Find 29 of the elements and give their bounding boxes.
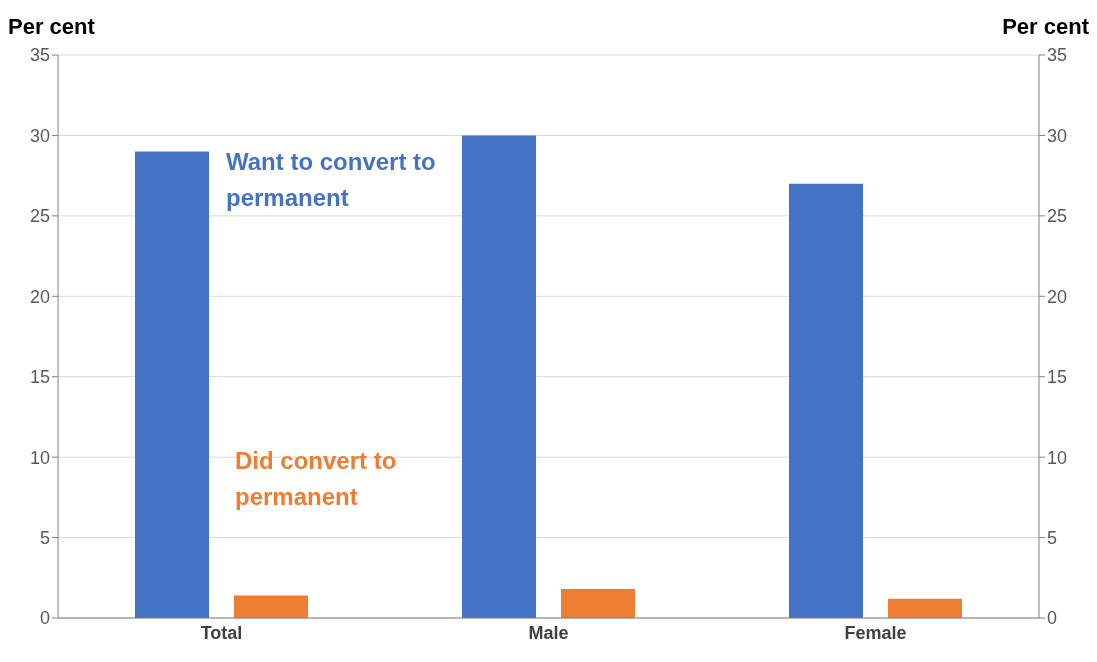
y2-tick-label: 10 <box>1047 447 1068 468</box>
bar <box>888 598 962 618</box>
y2-tick-label: 15 <box>1047 367 1068 388</box>
y-tick-label: 10 <box>29 447 50 468</box>
y2-tick-label: 35 <box>1047 45 1068 66</box>
y-tick-label: 5 <box>39 527 50 548</box>
y-tick-label: 25 <box>29 206 50 227</box>
y-tick-label: 30 <box>29 125 50 146</box>
y2-tick-label: 0 <box>1047 608 1058 629</box>
series-label: Want to convert to permanent <box>226 146 437 213</box>
text: Did convert to permanent <box>235 445 398 512</box>
y2-tick-label: 30 <box>1047 125 1068 146</box>
y2-tick-label: 20 <box>1047 286 1068 307</box>
bar <box>462 135 536 618</box>
y-tick-label: 15 <box>29 367 50 388</box>
y2-axis-title: Per cent <box>1002 14 1089 40</box>
y-axis-title: Per cent <box>8 14 95 40</box>
y-tick-label: 0 <box>39 608 50 629</box>
bar <box>234 595 308 618</box>
bar <box>561 589 635 618</box>
x-tick-label: Total <box>200 622 243 643</box>
y2-tick-label: 5 <box>1047 527 1058 548</box>
bar <box>789 183 863 618</box>
x-tick-label: Female <box>844 622 907 643</box>
y-tick-label: 20 <box>29 286 50 307</box>
y2-tick-label: 25 <box>1047 206 1068 227</box>
x-tick-label: Male <box>528 622 569 643</box>
bar <box>135 151 209 618</box>
y-tick-label: 35 <box>29 45 50 66</box>
